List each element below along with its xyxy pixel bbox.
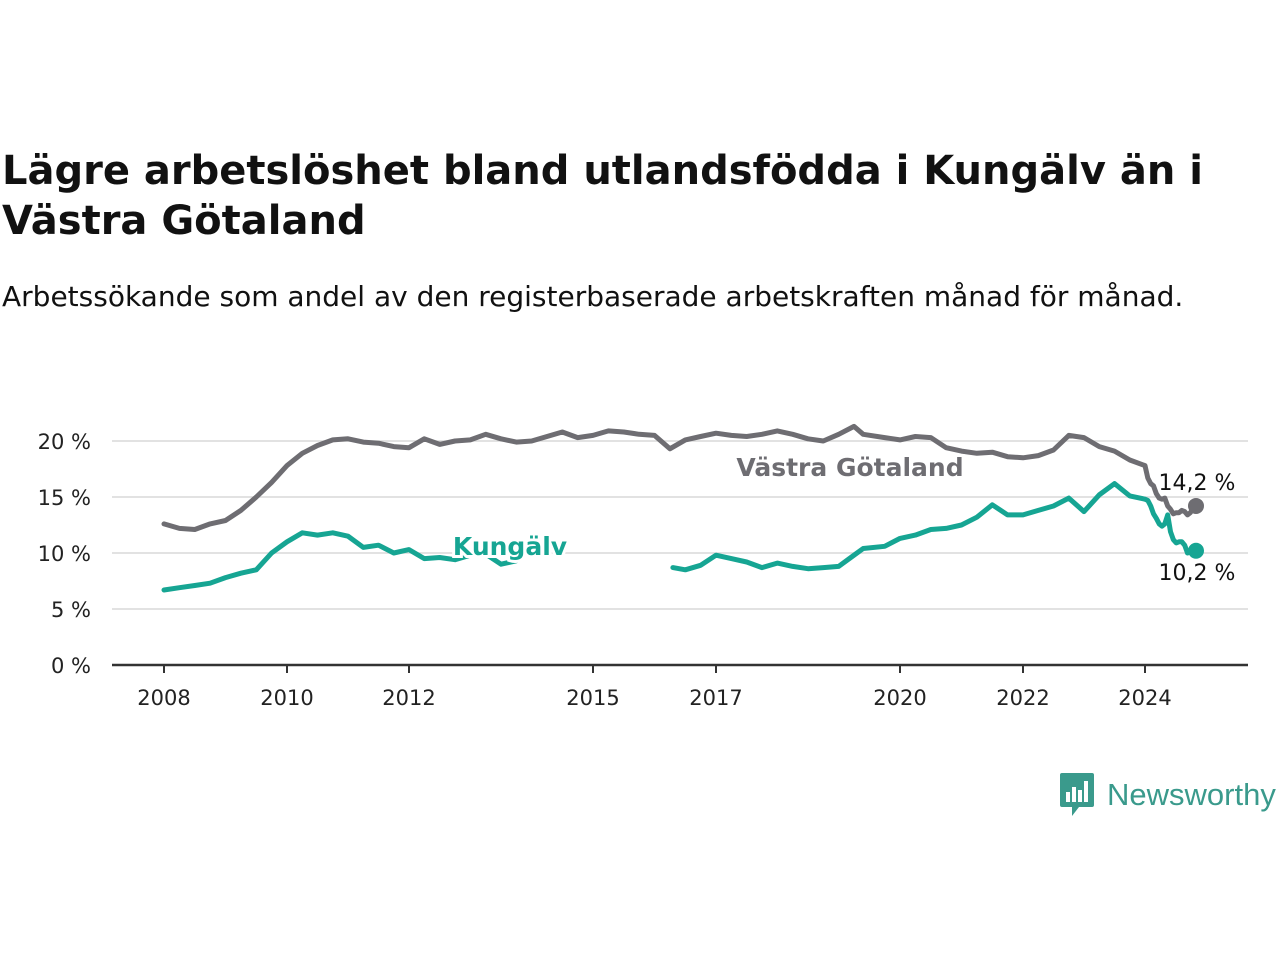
- kungalv-line: [161, 530, 519, 593]
- y-tick-label: 20 %: [38, 430, 91, 454]
- kungalv-line: [670, 481, 1199, 573]
- brand-name: Newsworthy: [1107, 777, 1276, 812]
- vastra-gotaland-end-dot: [1188, 497, 1204, 514]
- x-tick-label: 2020: [873, 686, 926, 710]
- chart-subtitle: Arbetssökande som andel av den registerb…: [2, 280, 1184, 313]
- series-label-kungalv: Kungälv: [453, 532, 567, 561]
- grid: [112, 440, 1248, 610]
- x-tick-label: 2022: [996, 686, 1049, 710]
- chart-title: Lägre arbetslöshet bland utlandsfödda i …: [2, 148, 1203, 244]
- newsworthy-chart-icon: [1060, 773, 1094, 816]
- end-value-label-vastra-gotaland: 14,2 %: [1159, 471, 1236, 496]
- y-tick-label: 15 %: [38, 486, 91, 510]
- end-value-label-kungalv: 10,2 %: [1159, 561, 1236, 586]
- series-label-vastra-gotaland: Västra Götaland: [736, 453, 963, 482]
- x-tick-label: 2017: [689, 686, 742, 710]
- x-tick-label: 2015: [566, 686, 619, 710]
- series-labels: Västra Götaland Kungälv 14,2 % 10,2 %: [450, 450, 1236, 586]
- vastra-gotaland-line: [161, 423, 1199, 532]
- axes: 0 % 5 % 10 % 15 % 20 % 2008 2010 2012 2015 2017 20…: [38, 430, 1248, 710]
- kungalv-end-dot: [1188, 542, 1204, 559]
- x-tick-label: 2012: [382, 686, 435, 710]
- y-tick-label: 5 %: [51, 598, 91, 622]
- x-tick-label: 2008: [137, 686, 190, 710]
- y-tick-label: 10 %: [38, 542, 91, 566]
- series-lines: [161, 423, 1204, 593]
- x-tick-label: 2010: [260, 686, 313, 710]
- x-tick-label: 2024: [1118, 686, 1171, 710]
- y-tick-label: 0 %: [51, 654, 91, 678]
- newsworthy-logo: Newsworthy: [1059, 772, 1276, 818]
